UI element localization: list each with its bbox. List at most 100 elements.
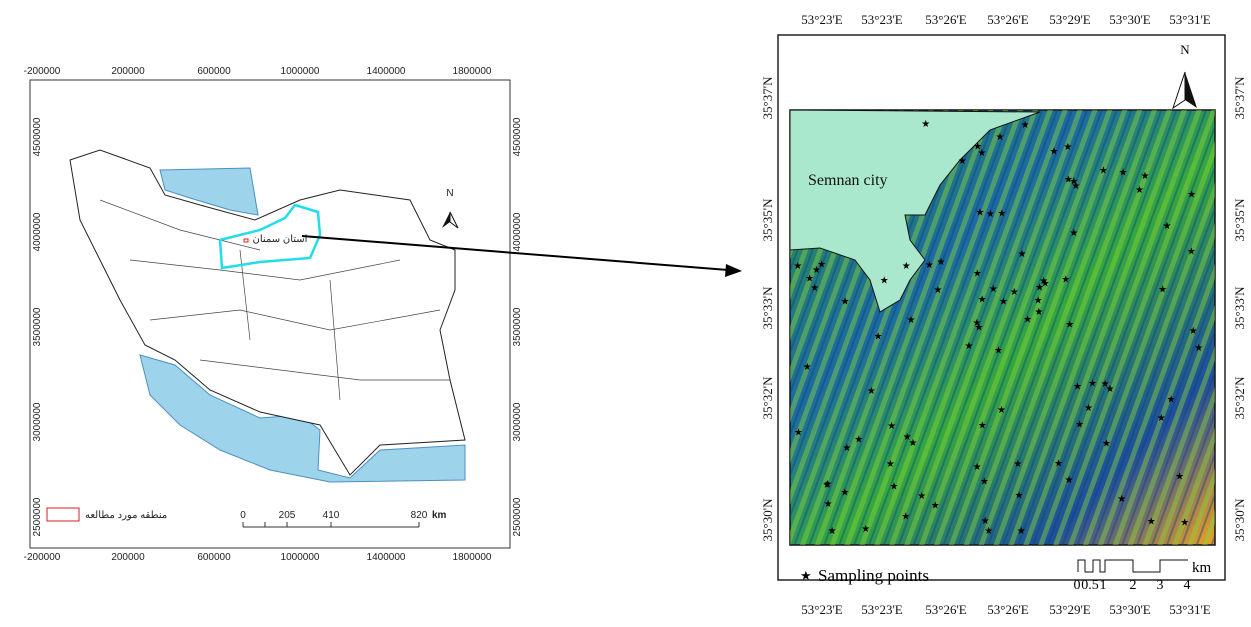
sampling-point: ★ xyxy=(1073,382,1082,393)
sampling-point: ★ xyxy=(1021,120,1030,131)
sampling-point: ★ xyxy=(958,156,967,167)
sampling-point: ★ xyxy=(933,285,942,296)
lat-label: 35°35'N xyxy=(760,198,775,242)
sampling-point: ★ xyxy=(861,524,870,535)
y-coord-label: 4000000 xyxy=(32,212,43,251)
sampling-point: ★ xyxy=(1194,343,1203,354)
lon-label: 53°23'E xyxy=(801,602,843,617)
province-label: استان سمنان xyxy=(253,234,308,245)
x-coord-label: 600000 xyxy=(197,66,231,77)
sampling-point: ★ xyxy=(842,443,851,454)
scale-label: 4 xyxy=(1184,578,1191,593)
sampling-point: ★ xyxy=(972,318,981,329)
sampling-point: ★ xyxy=(824,499,833,510)
sampling-point: ★ xyxy=(840,488,849,499)
sampling-point: ★ xyxy=(794,428,803,439)
sampling-point: ★ xyxy=(1065,320,1074,331)
lon-label: 53°30'E xyxy=(1109,12,1151,27)
sampling-point: ★ xyxy=(823,480,832,491)
sampling-point: ★ xyxy=(1187,189,1196,200)
sampling-point: ★ xyxy=(936,257,945,268)
sampling-point: ★ xyxy=(1102,439,1111,450)
sampling-point: ★ xyxy=(841,297,850,308)
sampling-point: ★ xyxy=(1147,517,1156,528)
lat-label: 35°37'N xyxy=(760,76,775,120)
sampling-point: ★ xyxy=(1140,171,1149,182)
lon-label: 53°30'E xyxy=(1109,602,1151,617)
y-coord-label: 3500000 xyxy=(32,307,43,346)
sampling-point: ★ xyxy=(975,208,984,219)
sampling-point: ★ xyxy=(964,341,973,352)
y-coord-label: 4500000 xyxy=(512,117,523,156)
y-coord-label: 3000000 xyxy=(32,402,43,441)
lon-label: 53°26'E xyxy=(987,602,1029,617)
sampling-point: ★ xyxy=(978,420,987,431)
sampling-point: ★ xyxy=(986,209,995,220)
lon-label: 53°29'E xyxy=(1049,12,1091,27)
sampling-point: ★ xyxy=(973,142,982,153)
y-coord-label: 4000000 xyxy=(512,212,523,251)
legend-symbol: ★ xyxy=(800,568,812,583)
sampling-point: ★ xyxy=(1023,315,1032,326)
sampling-point: ★ xyxy=(997,405,1006,416)
sampling-point: ★ xyxy=(994,346,1003,357)
sampling-point: ★ xyxy=(1119,167,1128,178)
lat-label: 35°33'N xyxy=(1232,286,1247,330)
sampling-point: ★ xyxy=(886,459,895,470)
sampling-point: ★ xyxy=(1013,459,1022,470)
lon-label: 53°31'E xyxy=(1169,12,1211,27)
sampling-point: ★ xyxy=(1034,295,1043,306)
sampling-point: ★ xyxy=(1158,285,1167,296)
lat-label: 35°32'N xyxy=(760,376,775,420)
sampling-point: ★ xyxy=(1117,494,1126,505)
scale-unit: km xyxy=(432,510,447,521)
sampling-point: ★ xyxy=(1175,471,1184,482)
sampling-point: ★ xyxy=(1189,326,1198,337)
x-coord-label: 1000000 xyxy=(281,552,320,563)
y-coord-label: 3000000 xyxy=(512,402,523,441)
scale-label: 820 xyxy=(411,510,428,521)
x-coord-label: 600000 xyxy=(197,552,231,563)
sampling-point: ★ xyxy=(867,386,876,397)
sampling-point: ★ xyxy=(999,296,1008,307)
x-coord-label: 200000 xyxy=(111,552,145,563)
sampling-point: ★ xyxy=(1187,246,1196,257)
sampling-point: ★ xyxy=(901,512,910,523)
sampling-point: ★ xyxy=(1088,378,1097,389)
lon-label: 53°23'E xyxy=(801,12,843,27)
scale-label: 410 xyxy=(323,510,340,521)
x-coord-label: -200000 xyxy=(24,552,61,563)
y-coord-label: 2500000 xyxy=(32,497,43,536)
sampling-point: ★ xyxy=(921,119,930,130)
sampling-point: ★ xyxy=(803,362,812,373)
city-label: Semnan city xyxy=(808,172,888,189)
lat-label: 35°35'N xyxy=(1232,198,1247,242)
lat-label: 35°37'N xyxy=(1232,76,1247,120)
figure: استان سمنان N منطقه مورد مطالعه 02054108… xyxy=(0,0,1251,627)
north-label: N xyxy=(446,188,453,199)
lat-label: 35°30'N xyxy=(760,498,775,542)
sampling-point: ★ xyxy=(1167,395,1176,406)
scale-label: 205 xyxy=(279,510,296,521)
sampling-point: ★ xyxy=(1157,413,1166,424)
lon-label: 53°23'E xyxy=(861,12,903,27)
sampling-point: ★ xyxy=(973,462,982,473)
sampling-point: ★ xyxy=(854,435,863,446)
sampling-point: ★ xyxy=(1084,403,1093,414)
lon-label: 53°26'E xyxy=(925,602,967,617)
sampling-point: ★ xyxy=(1039,276,1048,287)
scale-unit: km xyxy=(1192,560,1212,576)
sampling-point: ★ xyxy=(1018,249,1027,260)
sampling-point: ★ xyxy=(989,284,998,295)
lat-label: 35°33'N xyxy=(760,286,775,330)
scale-label: 0 xyxy=(1074,578,1081,593)
sampling-point: ★ xyxy=(902,261,911,272)
left-map: استان سمنان N منطقه مورد مطالعه 02054108… xyxy=(30,80,510,548)
x-coord-label: 1400000 xyxy=(367,552,406,563)
sampling-point: ★ xyxy=(907,315,916,326)
sampling-point: ★ xyxy=(1063,142,1072,153)
sampling-point: ★ xyxy=(1162,221,1171,232)
sampling-point: ★ xyxy=(874,332,883,343)
sampling-point: ★ xyxy=(1034,307,1043,318)
x-coord-label: -200000 xyxy=(24,66,61,77)
